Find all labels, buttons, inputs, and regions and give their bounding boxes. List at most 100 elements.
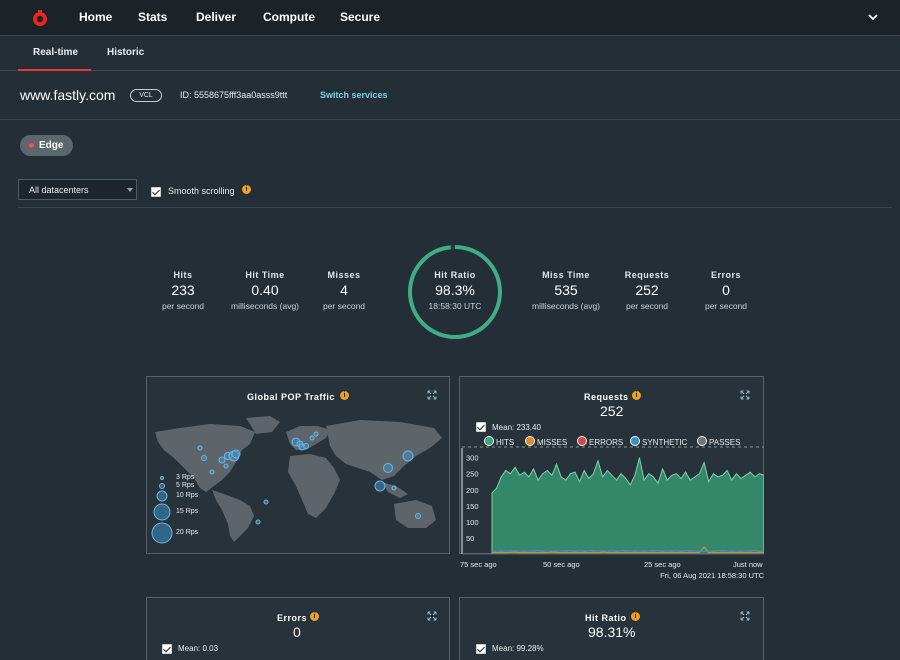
pop-circle[interactable]: [383, 463, 393, 473]
stat-errors: Errors 0 per second: [696, 270, 756, 311]
pop-circle[interactable]: [303, 443, 309, 449]
service-header: www.fastly.com VCL ID: 5558675fff3aa0ass…: [0, 72, 900, 120]
errors-mean-checkbox[interactable]: [162, 644, 172, 654]
stat-hit-time-value: 0.40: [251, 282, 279, 298]
legend-errors-label[interactable]: ERRORS: [589, 438, 624, 447]
rps-legend-label: 10 Rps: [176, 492, 199, 499]
legend-passes-label[interactable]: PASSES: [709, 438, 741, 447]
south-america-shape: [212, 490, 254, 542]
stat-requests-title: Requests: [624, 270, 670, 280]
rps-legend-label: 15 Rps: [176, 508, 199, 515]
pop-circle[interactable]: [263, 499, 269, 505]
pop-circle[interactable]: [415, 513, 421, 519]
vcl-badge: VCL: [130, 89, 162, 102]
series-hits-area: [491, 457, 764, 555]
datacenter-select[interactable]: All datacenters: [18, 179, 137, 200]
fastly-logo-icon[interactable]: [30, 8, 50, 28]
x-tick-label: Just now: [733, 560, 763, 569]
world-map: [155, 416, 442, 542]
errors-info-icon[interactable]: i: [310, 612, 319, 621]
expand-icon[interactable]: [427, 611, 437, 621]
pop-circle[interactable]: [309, 435, 315, 441]
stat-errors-value: 0: [722, 282, 730, 298]
pop-circle[interactable]: [313, 431, 319, 437]
stat-hit-ratio-value: 98.3%: [435, 282, 475, 298]
nav-stats[interactable]: Stats: [138, 10, 168, 24]
hit-ratio-panel-title: Hit Ratio: [585, 613, 627, 623]
hit-ratio-mean-label: Mean: 99.28%: [492, 644, 544, 653]
requests-panel-value: 252: [600, 403, 624, 419]
pop-circle[interactable]: [391, 485, 397, 491]
tab-historic[interactable]: Historic: [107, 47, 145, 58]
pop-circle[interactable]: [197, 445, 203, 451]
pop-traffic-info-icon[interactable]: i: [340, 391, 349, 400]
nav-deliver[interactable]: Deliver: [196, 10, 237, 24]
switch-services-link[interactable]: Switch services: [320, 90, 388, 100]
y-tick-label: 250: [466, 470, 479, 479]
stat-requests-value: 252: [635, 282, 659, 298]
smooth-scrolling-checkbox[interactable]: [151, 187, 161, 197]
account-chevron-down-icon[interactable]: [866, 10, 880, 24]
stat-hits-title: Hits: [173, 270, 193, 280]
stat-misses-title: Misses: [327, 270, 361, 280]
pop-circle[interactable]: [201, 455, 207, 461]
legend-misses-toggle[interactable]: [525, 436, 535, 446]
stat-hits-value: 233: [171, 282, 195, 298]
stat-hit-ratio: Hit Ratio 98.3% 18:58:30 UTC: [407, 270, 503, 311]
edge-filter-pill[interactable]: Edge: [20, 135, 73, 156]
stat-errors-unit: per second: [704, 301, 748, 311]
errors-panel: [146, 597, 450, 660]
pop-circle[interactable]: [209, 469, 215, 475]
stat-hit-time-title: Hit Time: [245, 270, 285, 280]
nav-secure[interactable]: Secure: [340, 10, 381, 24]
top-navigation: Home Stats Deliver Compute Secure: [0, 0, 900, 36]
series-synthetic-line: [491, 549, 764, 552]
stat-misses: Misses 4 per second: [314, 270, 374, 311]
info-icon[interactable]: i: [242, 185, 251, 194]
requests-mean-checkbox[interactable]: [476, 422, 486, 432]
stat-hit-time-unit: milliseconds (avg): [230, 301, 300, 311]
hit-ratio-mean-checkbox[interactable]: [476, 644, 486, 654]
legend-misses-label[interactable]: MISSES: [537, 438, 568, 447]
pop-circle[interactable]: [402, 450, 414, 462]
requests-panel-title: Requests: [584, 392, 629, 402]
smooth-scrolling-label: Smooth scrolling: [168, 186, 235, 196]
stat-hits: Hits 233 per second: [153, 270, 213, 311]
requests-info-icon[interactable]: i: [632, 391, 641, 400]
legend-errors-toggle[interactable]: [577, 436, 587, 446]
pop-circle[interactable]: [374, 480, 386, 492]
legend-hits-label[interactable]: HITS: [496, 438, 515, 447]
nav-home[interactable]: Home: [79, 10, 113, 24]
nav-compute[interactable]: Compute: [263, 10, 315, 24]
rps-legend-circle-15: [153, 503, 171, 521]
pop-traffic-title: Global POP Traffic: [247, 392, 335, 402]
hit-ratio-ring: [408, 245, 502, 339]
expand-icon[interactable]: [427, 390, 437, 400]
pop-circle[interactable]: [218, 456, 226, 464]
subtabs: Real-time Historic: [0, 36, 900, 71]
rps-legend-circle-3: [160, 476, 164, 480]
errors-panel-value: 0: [293, 624, 301, 640]
pop-circle[interactable]: [231, 449, 241, 459]
pop-circle[interactable]: [223, 463, 229, 469]
tab-real-time[interactable]: Real-time: [33, 47, 79, 58]
stat-miss-time-title: Miss Time: [542, 270, 590, 280]
legend-hits-toggle[interactable]: [484, 436, 494, 446]
rps-legend-label: 20 Rps: [176, 529, 199, 536]
stat-hit-ratio-title: Hit Ratio: [434, 270, 476, 280]
legend-passes-toggle[interactable]: [697, 436, 707, 446]
requests-chart: 50 100 150 200 250 300: [461, 446, 764, 555]
service-name: www.fastly.com: [20, 87, 116, 103]
greenland-shape: [246, 416, 280, 434]
hit-ratio-info-icon[interactable]: i: [631, 612, 640, 621]
asia-shape: [326, 420, 442, 480]
legend-synthetic-label[interactable]: SYNTHETIC: [642, 438, 688, 447]
expand-icon[interactable]: [740, 611, 750, 621]
pop-circle[interactable]: [255, 519, 261, 525]
stat-misses-unit: per second: [322, 301, 366, 311]
expand-icon[interactable]: [740, 390, 750, 400]
series-misses-line: [491, 545, 764, 554]
x-tick-label: 75 sec ago: [460, 560, 497, 569]
legend-synthetic-toggle[interactable]: [630, 436, 640, 446]
rps-legend-circle-5: [159, 483, 165, 489]
